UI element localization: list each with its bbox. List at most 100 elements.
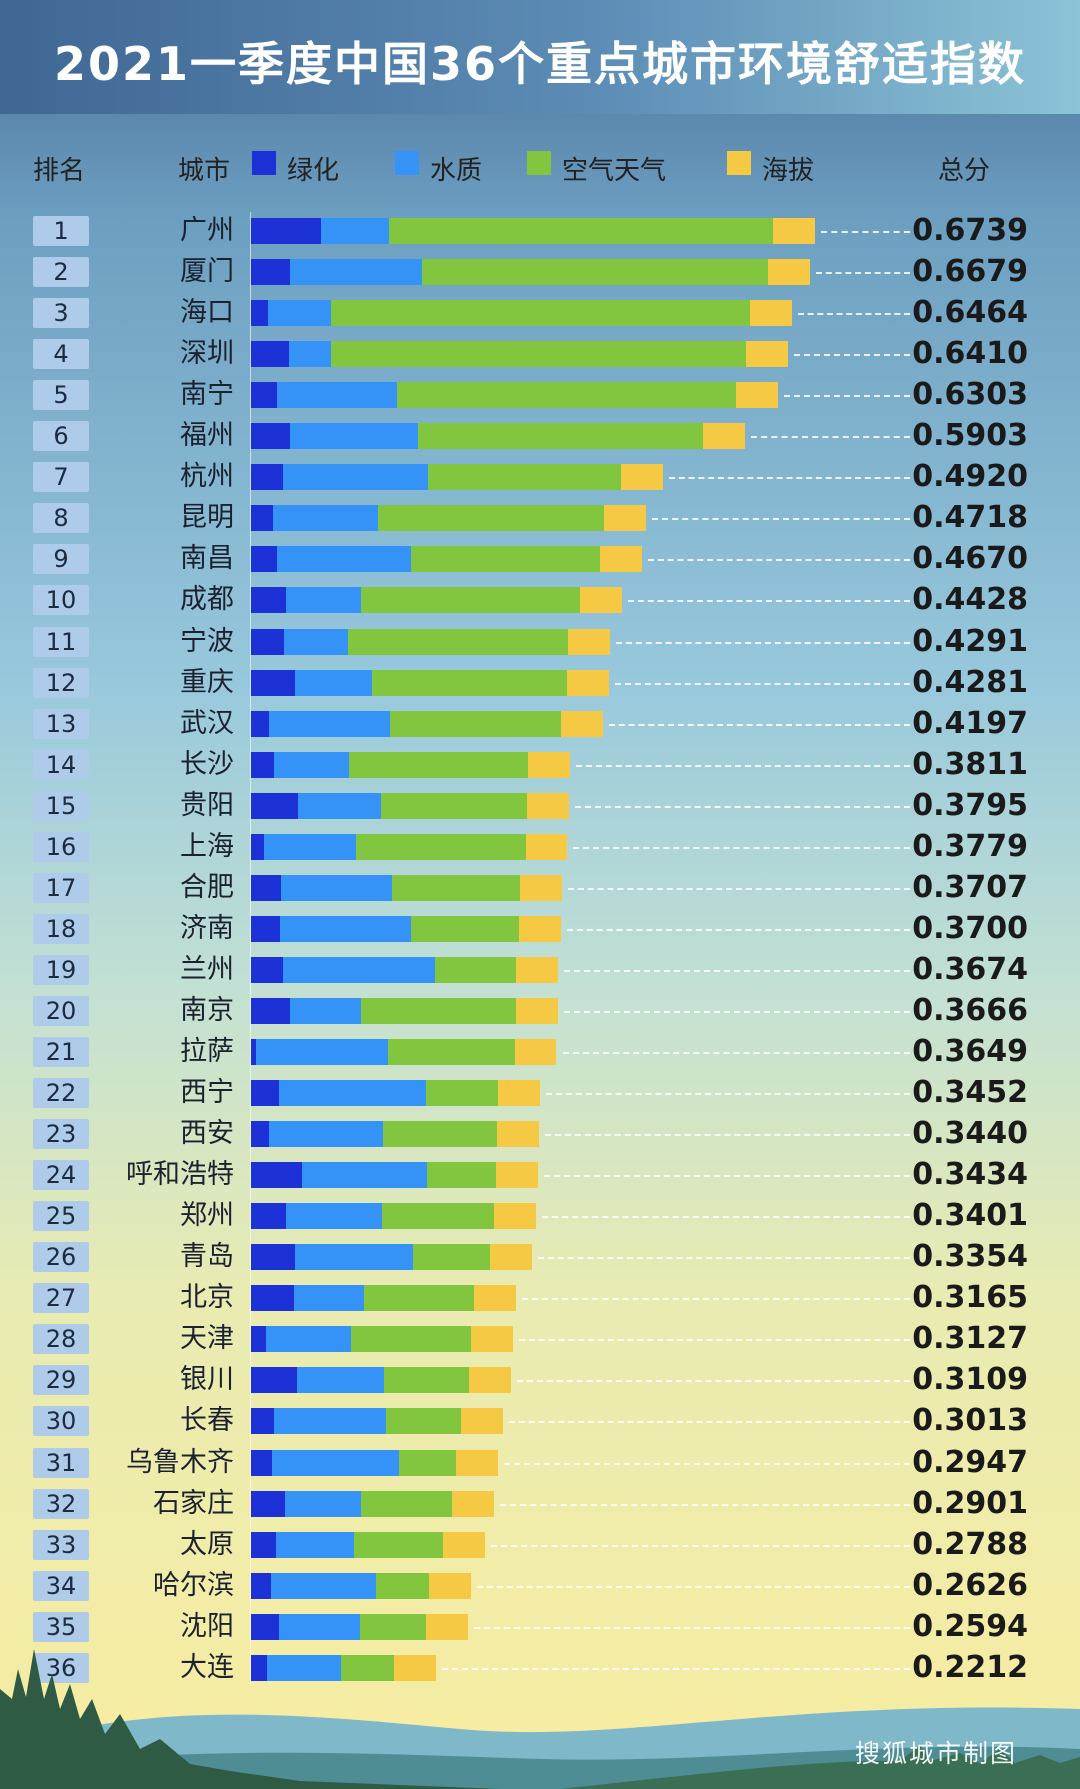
rank-badge: 1: [33, 216, 89, 246]
altitude-segment: [518, 915, 561, 942]
leader-line: [793, 354, 910, 357]
greening-segment: [251, 956, 283, 983]
leader-line: [518, 1339, 910, 1342]
total-score: 0.3434: [912, 1157, 1028, 1193]
leader-line: [473, 1626, 910, 1629]
title-band: [0, 0, 1080, 114]
city-label: 武汉: [180, 707, 234, 739]
air-segment: [391, 874, 520, 901]
leader-line: [517, 1380, 910, 1383]
rank-badge: 32: [33, 1488, 89, 1519]
water-segment: [271, 1449, 400, 1476]
city-label: 合肥: [180, 871, 234, 903]
water-segment: [286, 1203, 383, 1230]
greening-segment: [251, 1080, 279, 1107]
rank-badge: 22: [33, 1078, 89, 1109]
header-total: 总分: [938, 156, 991, 186]
air-segment: [413, 1244, 491, 1271]
altitude-segment: [516, 997, 559, 1024]
greening-segment: [251, 505, 273, 532]
air-segment: [389, 710, 561, 737]
air-segment: [375, 1572, 430, 1599]
city-label: 呼和浩特: [126, 1159, 234, 1191]
city-label: 郑州: [180, 1200, 234, 1232]
leader-line: [821, 231, 910, 233]
rank-badge: 26: [33, 1242, 89, 1273]
greening-segment: [251, 1326, 267, 1353]
total-score: 0.6464: [912, 295, 1028, 331]
rank-badge: 31: [33, 1447, 89, 1478]
altitude-segment: [620, 464, 663, 491]
leader-line: [545, 1093, 910, 1096]
leader-line: [797, 313, 910, 316]
total-score: 0.6303: [912, 377, 1028, 413]
water-segment: [276, 546, 411, 573]
greening-segment: [251, 1203, 287, 1230]
legend-swatch-altitude: [727, 151, 751, 175]
total-score: 0.4920: [912, 459, 1028, 495]
rank-badge: 30: [33, 1406, 89, 1437]
air-segment: [360, 997, 517, 1024]
total-score: 0.3109: [912, 1362, 1028, 1398]
leader-line: [522, 1298, 910, 1301]
rank-badge: 35: [33, 1611, 89, 1642]
water-segment: [271, 1572, 376, 1599]
altitude-segment: [442, 1531, 485, 1558]
altitude-segment: [497, 1080, 540, 1107]
altitude-segment: [425, 1613, 468, 1640]
legend-label-air: 空气天气: [562, 156, 667, 186]
altitude-segment: [604, 505, 647, 532]
rank-badge: 10: [33, 585, 89, 616]
altitude-segment: [560, 710, 603, 737]
greening-segment: [251, 915, 281, 942]
greening-segment: [251, 1572, 272, 1599]
city-label: 兰州: [180, 953, 234, 985]
water-segment: [284, 628, 349, 655]
legend-label-altitude: 海拔: [762, 156, 815, 186]
water-segment: [274, 1408, 386, 1435]
total-score: 0.3440: [912, 1116, 1028, 1152]
total-score: 0.3401: [912, 1198, 1028, 1234]
legend-label-water: 水质: [430, 156, 483, 186]
city-label: 南宁: [180, 379, 234, 411]
rank-badge: 11: [33, 626, 89, 657]
total-score: 0.3649: [912, 1034, 1028, 1069]
altitude-segment: [493, 1203, 536, 1230]
leader-line: [499, 1503, 910, 1506]
total-score: 0.2594: [912, 1608, 1028, 1644]
altitude-segment: [527, 792, 570, 819]
altitude-segment: [514, 1039, 557, 1065]
altitude-segment: [773, 218, 816, 244]
rank-badge: 8: [33, 503, 89, 534]
total-score: 0.2212: [912, 1649, 1028, 1685]
forest-scenery: [0, 1649, 1080, 1789]
air-segment: [396, 382, 737, 409]
air-segment: [353, 1531, 443, 1558]
greening-segment: [251, 382, 277, 409]
air-segment: [385, 1408, 462, 1435]
rank-badge: 29: [33, 1365, 89, 1396]
water-segment: [294, 669, 373, 696]
air-segment: [378, 505, 605, 532]
air-segment: [382, 1203, 494, 1230]
altitude-segment: [474, 1285, 517, 1312]
rank-badge: 20: [33, 995, 89, 1026]
total-score: 0.2947: [912, 1444, 1028, 1480]
water-segment: [256, 1039, 389, 1065]
water-segment: [288, 341, 331, 368]
altitude-segment: [429, 1572, 472, 1599]
city-label: 西宁: [180, 1077, 234, 1109]
air-segment: [384, 1367, 470, 1394]
leader-line: [477, 1585, 910, 1588]
rank-badge: 23: [33, 1119, 89, 1150]
city-label: 长春: [180, 1405, 234, 1437]
leader-line: [784, 395, 910, 398]
city-label: 重庆: [180, 666, 234, 698]
greening-segment: [251, 1490, 286, 1517]
water-segment: [282, 464, 428, 491]
rank-badge: 33: [33, 1529, 89, 1560]
rank-badge: 27: [33, 1283, 89, 1314]
city-label: 深圳: [180, 338, 234, 370]
city-label: 沈阳: [180, 1610, 234, 1642]
